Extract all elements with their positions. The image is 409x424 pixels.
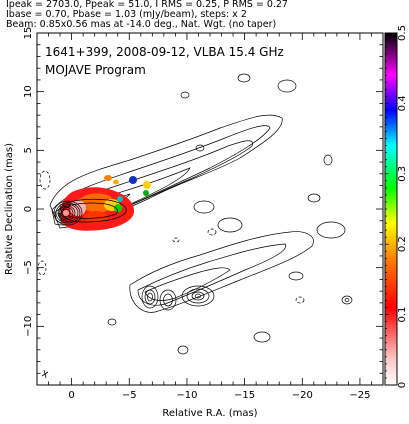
colorbar-tick-label: 0 [397,382,408,388]
x-tick-label: 0 [68,390,74,401]
colorbar-ticks: 0 0.1 0.2 0.3 0.4 0.5 [385,25,408,388]
x-tick-label: −20 [292,390,313,401]
image-content [37,73,353,355]
colorbar-tick-label: 0.5 [397,25,408,41]
colorbar-tick-label: 0.4 [397,95,408,111]
core-peak [63,210,69,216]
header-line-2: Ibase = 0.70, Pbase = 1.03 (mJy/beam), s… [6,9,247,20]
program-annotation: MOJAVE Program [45,63,146,77]
beam-ellipse-icon [41,369,49,379]
y-tick-label: 15 [23,27,34,40]
x-tick-label: −15 [234,390,255,401]
x-tick-label: −25 [349,390,370,401]
y-tick-label: −10 [23,316,34,337]
axis-ticks: 0 −5 −10 −15 −20 −25 −10 −5 0 5 10 15 [23,27,384,401]
header-line-3: Beam: 0.85x0.56 mas at -14.0 deg., Nat. … [6,19,277,30]
x-axis-label: Relative R.A. (mas) [162,408,257,419]
y-tick-label: 5 [23,147,34,153]
colorbar-tick-label: 0.3 [397,166,408,182]
colorbar-tick-label: 0.2 [397,236,408,252]
colorbar-tick-label: 0.1 [397,307,408,323]
y-tick-label: 10 [23,85,34,98]
core-contours [53,198,127,226]
y-tick-label: −5 [23,260,34,275]
source-annotation: 1641+399, 2008-09-12, VLBA 15.4 GHz [45,45,284,59]
x-tick-label: −10 [176,390,197,401]
header-line-1: Ipeak = 2703.0, Ppeak = 51.0, I RMS = 0.… [6,0,288,10]
y-tick-label: 0 [23,206,34,212]
x-tick-label: −5 [122,390,137,401]
y-axis-label: Relative Declination (mas) [4,143,15,275]
